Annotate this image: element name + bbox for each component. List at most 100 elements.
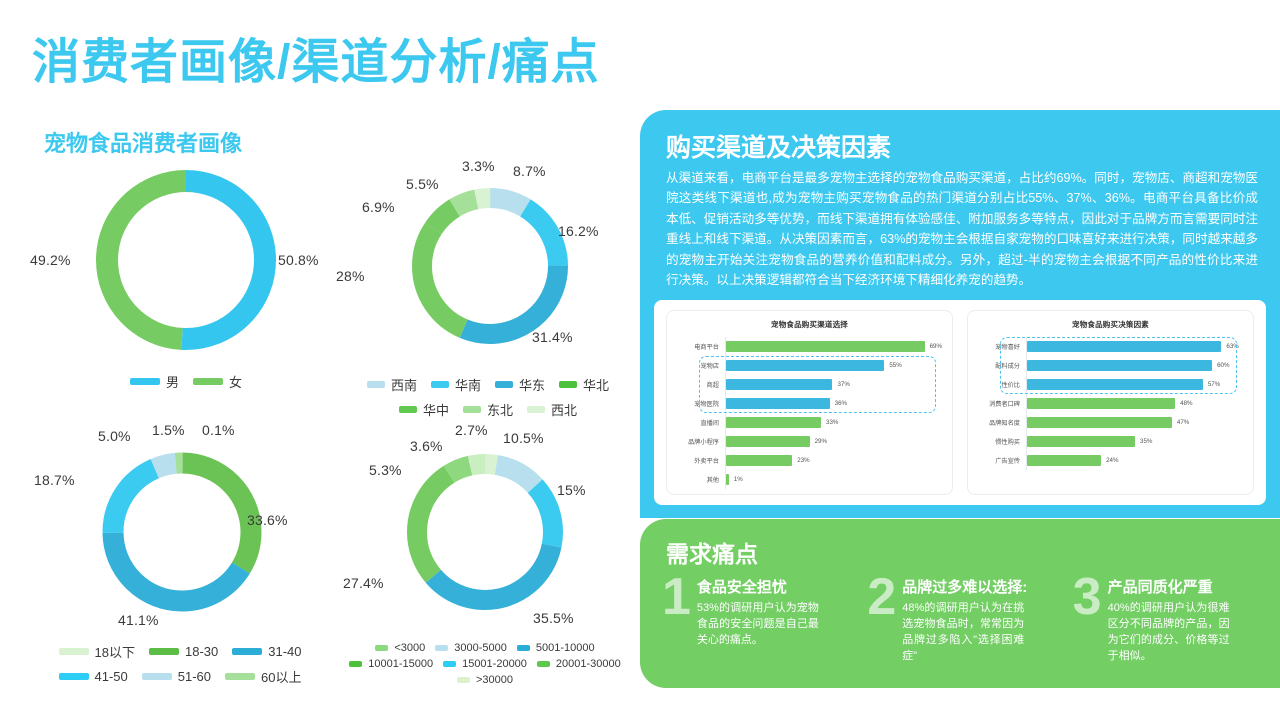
legend-item-over60: 60以上 (225, 667, 301, 686)
pain-point-heading: 产品同质化严重 (1107, 579, 1213, 596)
income-slice-lt3000 (407, 454, 563, 610)
bar-row: 配料成分 60% (978, 356, 1243, 375)
legend-swatch-over60 (225, 673, 256, 680)
bar-fill (726, 455, 793, 466)
region-label-huabei: 28% (336, 268, 365, 284)
legend-item-dongbei: 东北 (462, 400, 513, 419)
region-slice-huabei (412, 188, 568, 344)
legend-swatch-xibei (527, 406, 545, 413)
bar-fill (726, 360, 885, 371)
bar-fill (726, 417, 822, 428)
legend-label-gt30000: >30000 (475, 674, 513, 686)
channel-bar-list: 电商平台 69% 宠物店 55% 商超 (677, 337, 942, 489)
bar-category-label: 广告宣传 (995, 458, 1020, 465)
legend-swatch-huabei (559, 381, 578, 388)
legend-item-18-30: 18-30 (148, 644, 219, 659)
bar-value-label: 60% (1217, 362, 1230, 369)
channel-bar-title: 宠物食品购买渠道选择 (771, 320, 848, 329)
bar-track: 35% (1026, 432, 1243, 451)
legend-label-5001-10000: 5001-10000 (535, 642, 595, 654)
bar-value-label: 1% (733, 476, 743, 483)
purchase-channel-panel: 购买渠道及决策因素 从渠道来看，电商平台是最多宠物主选择的宠物食品购买渠道，占比… (640, 110, 1280, 518)
legend-label-xibei: 西北 (551, 403, 578, 418)
legend-item-female: 女 (193, 372, 242, 391)
bar-value-label: 47% (1176, 419, 1190, 426)
bar-category-label: 消费者口碑 (989, 401, 1020, 408)
legend-item-10001-15000: 10001-15000 (349, 658, 433, 670)
pain-point-heading: 食品安全担忧 (696, 579, 787, 596)
legend-swatch-huazhong (398, 406, 417, 413)
bar-row: 商超 37% (677, 375, 942, 394)
legend-item-lt3000: <3000 (375, 642, 425, 654)
legend-label-18-30: 18-30 (184, 644, 219, 659)
bar-track: 55% (725, 356, 942, 375)
decision-bar-card: 宠物食品购买决策因素 宠物喜好 63% 配料成分 60% (967, 310, 1254, 495)
bar-track: 69% (725, 337, 942, 356)
bar-fill (1027, 360, 1213, 371)
pain-point-item-2: 2 品牌过多难以选择: 48%的调研用户认为在挑选宠物食品时，常常因为品牌过多陷… (867, 571, 1064, 665)
bar-track: 24% (1026, 451, 1243, 470)
decision-bar-title: 宠物食品购买决策因素 (1072, 320, 1149, 329)
legend-swatch-gt30000 (456, 677, 470, 683)
legend-item-15001-20000: 15001-20000 (443, 658, 527, 670)
legend-item-xibei: 西北 (527, 400, 577, 419)
age-donut-chart: 0.1% 33.6% 41.1% 18.7% 5.0% 1.5% (30, 420, 330, 635)
pain-points-panel: 需求痛点 1 食品安全担忧 53%的调研用户认为宠物食品的安全问题是自己最关心的… (640, 519, 1280, 688)
bar-track: 36% (725, 394, 942, 413)
age-donut-block: 0.1% 33.6% 41.1% 18.7% 5.0% 1.5% 18以下 18… (30, 420, 330, 685)
gender-label-female: 49.2% (30, 252, 71, 268)
legend-label-20001-30000: 20001-30000 (555, 658, 621, 670)
legend-label-huabei: 华北 (583, 378, 610, 393)
channel-bar-card: 宠物食品购买渠道选择 电商平台 69% 宠物店 55% (666, 310, 953, 495)
bar-fill (726, 398, 830, 409)
bar-fill (726, 474, 729, 485)
bar-value-label: 48% (1180, 400, 1193, 407)
legend-swatch-dongbei (462, 406, 481, 413)
region-label-huazhong: 6.9% (362, 199, 395, 215)
bar-track: 29% (725, 432, 942, 451)
pain-point-number: 1 (662, 568, 691, 626)
legend-swatch-under18 (58, 648, 89, 655)
income-legend: <3000 3000-5000 5001-10000 10001-15000 1… (335, 642, 635, 686)
legend-swatch-lt3000 (375, 645, 389, 651)
legend-item-male: 男 (129, 372, 179, 391)
age-label-under18: 0.1% (202, 422, 235, 438)
legend-item-3000-5000: 3000-5000 (435, 642, 507, 654)
bar-row: 消费者口碑 48% (978, 394, 1243, 413)
bar-track: 37% (725, 375, 942, 394)
region-donut-svg (412, 188, 568, 344)
region-label-huanan: 16.2% (558, 223, 599, 239)
legend-label-3000-5000: 3000-5000 (454, 642, 507, 654)
bar-row: 惯性购买 35% (978, 432, 1243, 451)
bar-charts-card: 宠物食品购买渠道选择 电商平台 69% 宠物店 55% (654, 300, 1266, 505)
legend-item-huazhong: 华中 (398, 400, 449, 419)
gender-label-male: 50.8% (278, 252, 319, 268)
age-label-18-30: 33.6% (247, 512, 288, 528)
legend-swatch-31-40 (232, 648, 263, 655)
pain-point-number: 3 (1072, 568, 1102, 626)
age-legend: 18以下 18-30 31-40 41-50 51-60 60以上 (30, 642, 330, 686)
bar-track: 33% (725, 413, 942, 432)
region-label-huadong: 31.4% (532, 329, 573, 345)
pain-point-item-1: 1 食品安全担忧 53%的调研用户认为宠物食品的安全问题是自己最关心的痛点。 (662, 568, 859, 665)
channel-panel-body: 从渠道来看，电商平台是最多宠物主选择的宠物食品购买渠道，占比约69%。同时，宠物… (666, 171, 1258, 287)
bar-category-label: 直播间 (700, 420, 719, 427)
bar-value-label: 63% (1226, 343, 1239, 350)
bar-value-label: 23% (797, 457, 810, 464)
legend-label-31-40: 31-40 (268, 644, 302, 659)
bar-row: 性价比 57% (978, 375, 1243, 394)
age-label-41-50: 18.7% (34, 472, 75, 488)
bar-value-label: 55% (889, 362, 902, 369)
age-label-51-60: 5.0% (98, 428, 131, 444)
bar-row: 广告宣传 24% (978, 451, 1243, 470)
legend-item-xinan: 西南 (366, 375, 417, 394)
region-slice-huadong (412, 188, 568, 344)
bar-fill (1027, 379, 1203, 390)
bar-fill (1027, 455, 1102, 466)
income-slice-5001-10000 (407, 454, 563, 610)
bar-category-label: 商超 (706, 382, 719, 389)
region-donut-block: 8.7% 16.2% 31.4% 28% 6.9% 5.5% 3.3% 西南 华… (336, 153, 630, 418)
income-donut-block: 2.7% 10.5% 15% 35.5% 27.4% 5.3% 3.6% <30… (335, 420, 635, 686)
region-label-xibei: 3.3% (462, 158, 495, 174)
legend-label-41-50: 41-50 (94, 669, 128, 684)
